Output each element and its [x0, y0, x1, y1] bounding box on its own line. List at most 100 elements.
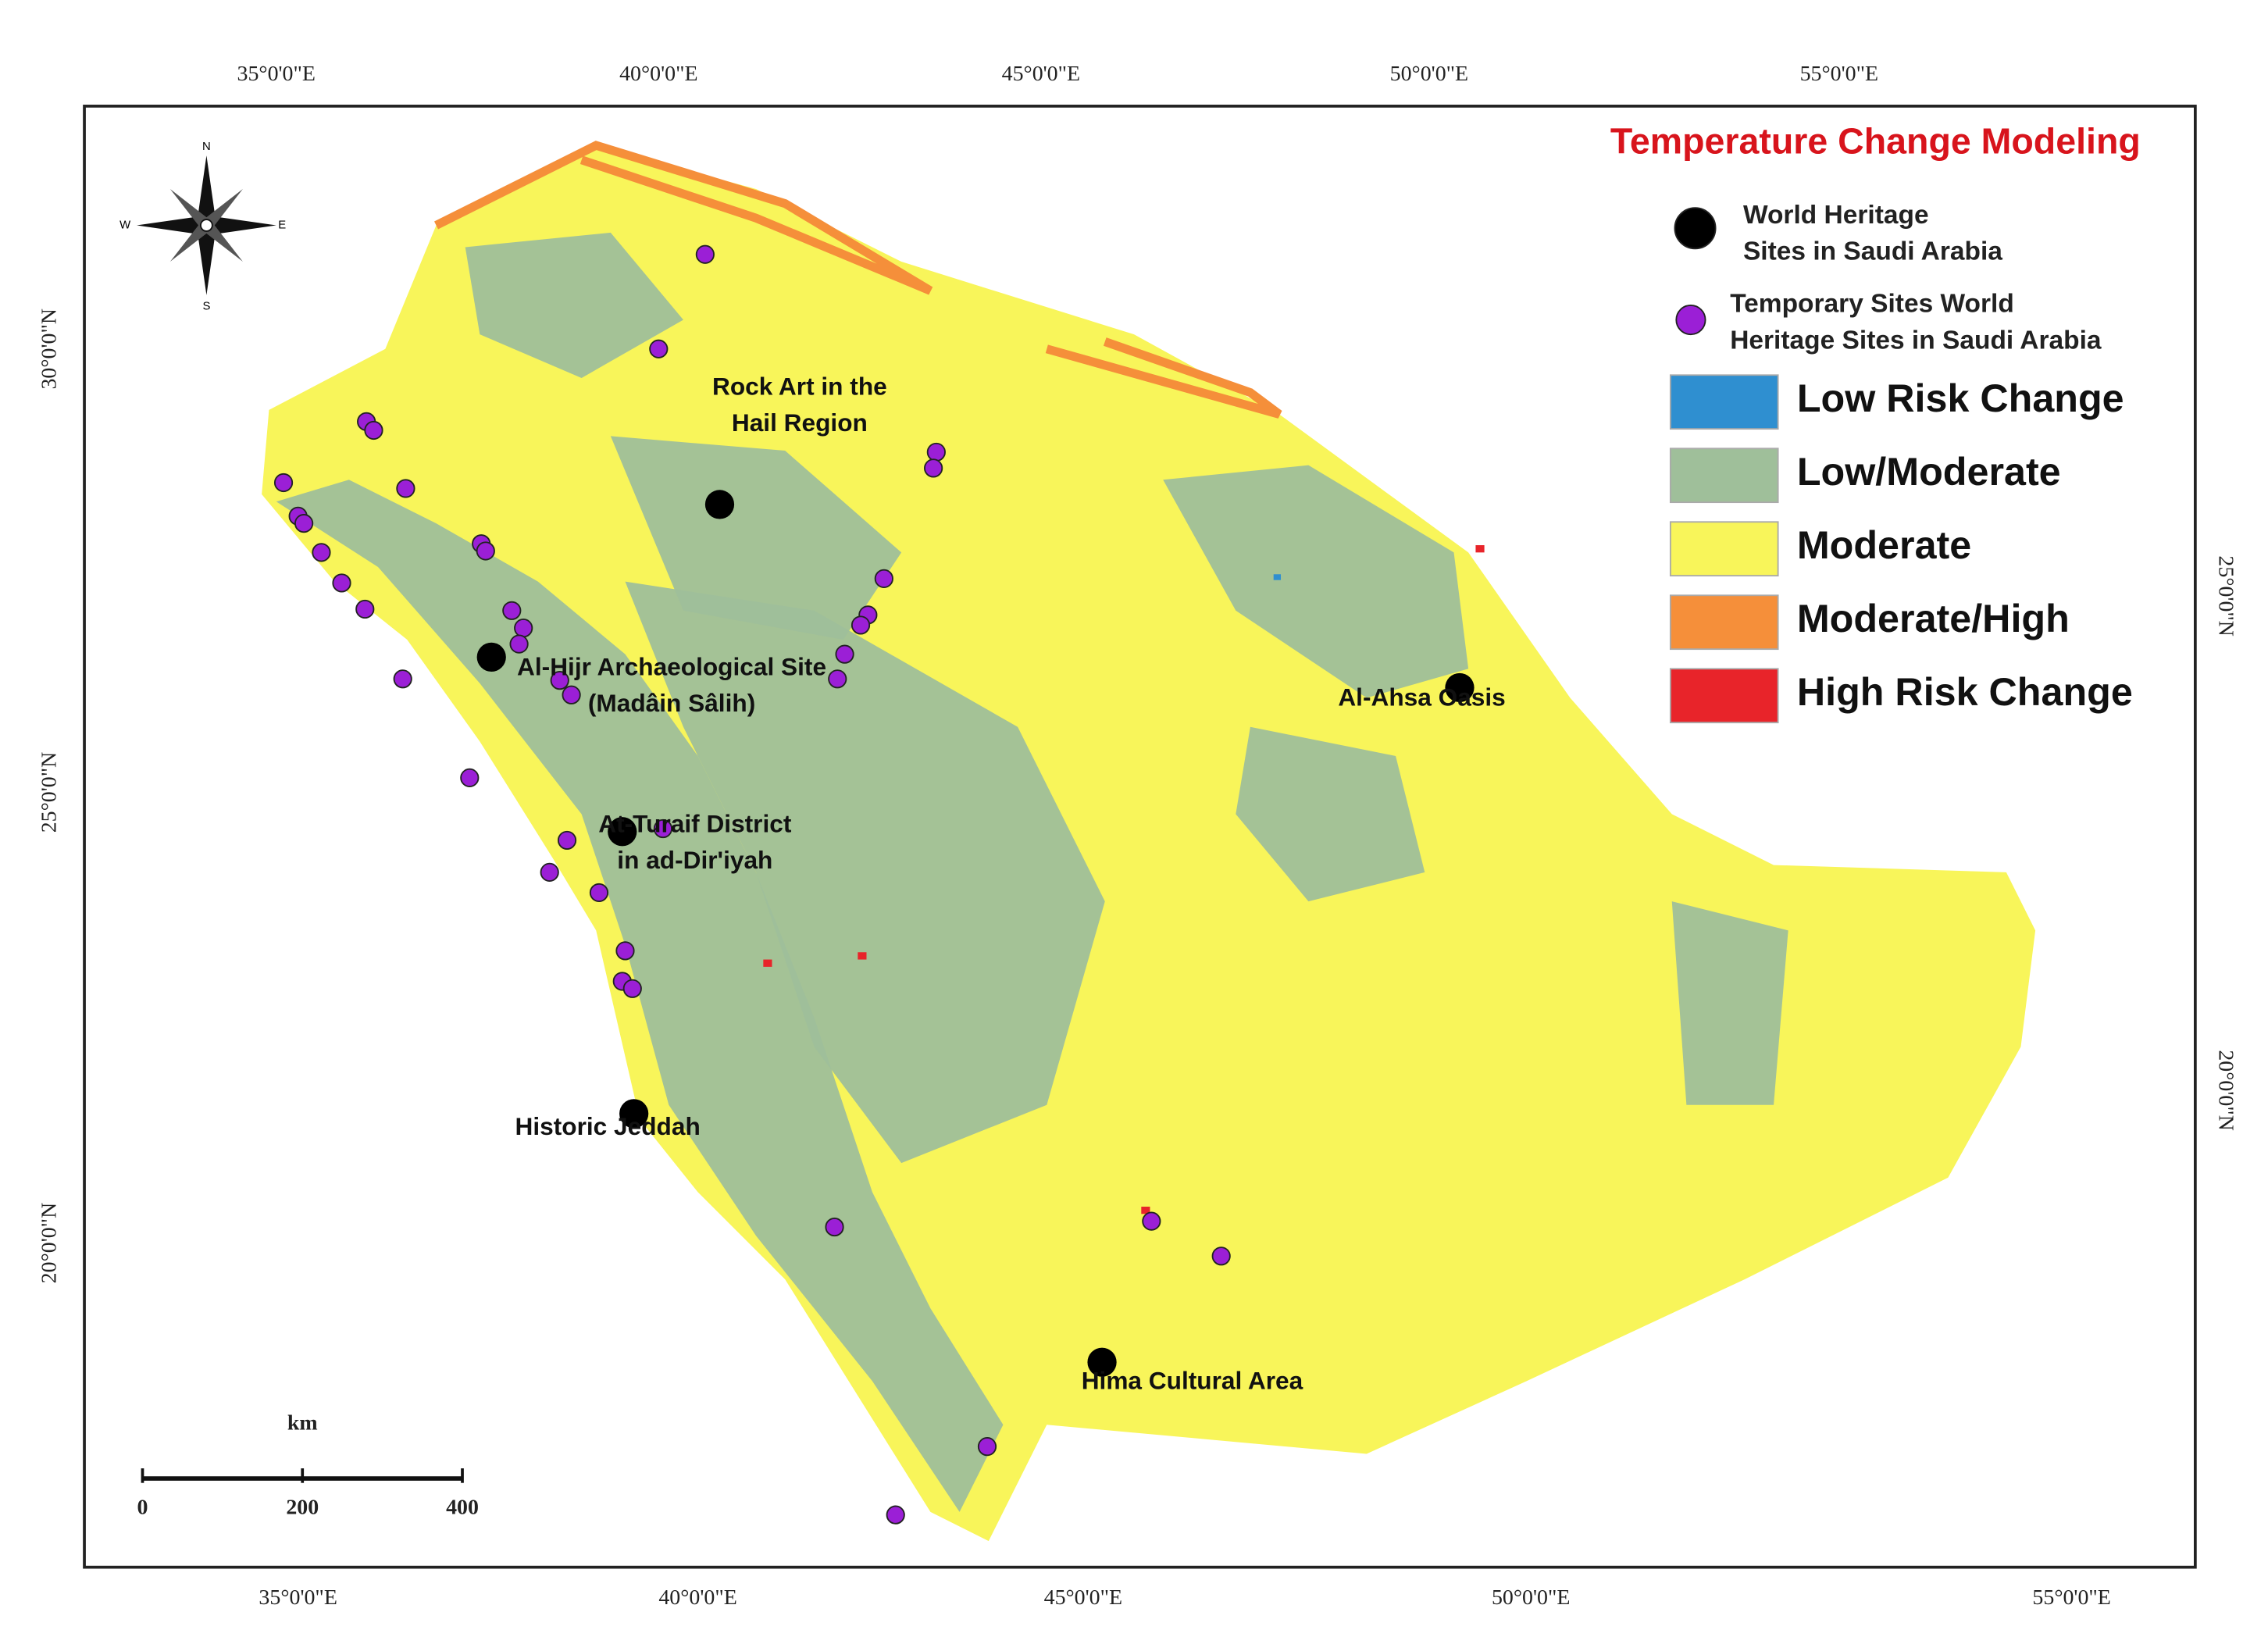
temporary-site: [514, 619, 533, 638]
land-moderate-high: [434, 141, 933, 295]
temporary-site: [550, 671, 569, 690]
world-heritage-site: [619, 1099, 649, 1129]
world-heritage-site: [704, 490, 735, 519]
temporary-site: [332, 573, 351, 593]
temporary-site: [977, 1437, 997, 1457]
legend-label: High Risk Change: [1797, 670, 2133, 714]
land-low-moderate: [465, 232, 683, 378]
svg-text:S: S: [202, 301, 210, 313]
world-heritage-site: [476, 642, 506, 672]
legend-symbol: [1675, 304, 1706, 336]
temporary-site: [589, 883, 609, 903]
temporary-site: [557, 830, 577, 851]
top-axis-label: 50°0'0"E: [1390, 62, 1468, 86]
temporary-site: [502, 601, 522, 620]
land-low-moderate: [276, 480, 1004, 1512]
site-label: in ad-Dir'iyah: [617, 846, 772, 874]
world-heritage-site: [1087, 1347, 1117, 1377]
top-axis-label: 35°0'0"E: [237, 62, 316, 86]
map-title: Temperature Change Modeling: [1610, 121, 2141, 162]
temporary-site: [828, 669, 847, 689]
site-label: Historic Jeddah: [515, 1112, 701, 1140]
scale-label: 200: [286, 1496, 319, 1520]
legend-label: World Heritage: [1743, 201, 1929, 230]
land: [262, 141, 2036, 1542]
land-low-moderate: [1236, 726, 1425, 902]
land-low-risk: [1273, 574, 1282, 580]
temporary-site: [294, 514, 314, 533]
temporary-site: [649, 339, 669, 358]
right-axis-label: 25°0'0"N: [2214, 555, 2238, 637]
legend-symbol: [1674, 207, 1717, 250]
temporary-site: [874, 569, 893, 588]
site-label: Al-Ahsa Oasis: [1338, 683, 1505, 712]
temporary-site: [1142, 1211, 1161, 1231]
temporary-site: [653, 818, 672, 839]
legend-swatch: [1669, 448, 1779, 504]
land-high-risk: [1475, 545, 1485, 553]
top-axis-label: 45°0'0"E: [1002, 62, 1080, 86]
legend-swatch: [1669, 374, 1779, 430]
land-high-risk: [1141, 1207, 1150, 1214]
svg-text:W: W: [119, 219, 130, 231]
legend-label: Temporary Sites World: [1730, 290, 2014, 319]
temporary-site: [622, 979, 642, 998]
land-low-moderate: [625, 581, 1105, 1164]
bottom-axis-label: 40°0'0"E: [658, 1585, 736, 1610]
site-label: Hima Cultural Area: [1082, 1367, 1303, 1395]
legend-label: Sites in Saudi Arabia: [1743, 237, 2002, 266]
temporary-site: [850, 615, 871, 635]
world-heritage-site: [1445, 672, 1475, 703]
temporary-site: [695, 244, 715, 264]
temporary-site: [364, 420, 383, 440]
legend-label: Low Risk Change: [1797, 376, 2124, 420]
site-label: (Madâin Sâlih): [588, 689, 755, 717]
land-low-moderate: [1671, 901, 1788, 1105]
right-axis-label: 20°0'0"N: [2214, 1050, 2238, 1131]
north-arrow: N S W E: [119, 141, 286, 313]
temporary-site: [476, 541, 495, 561]
temporary-site: [615, 941, 635, 961]
world-heritage-site: [608, 817, 637, 847]
legend-label: Moderate: [1797, 523, 1971, 567]
temporary-site: [312, 543, 331, 562]
site-label: Hail Region: [732, 408, 868, 437]
bottom-axis-label: 50°0'0"E: [1492, 1585, 1570, 1610]
temporary-site: [273, 473, 294, 493]
legend-swatch: [1669, 668, 1779, 724]
scale-unit: km: [287, 1411, 318, 1435]
land-low-moderate: [610, 436, 902, 640]
temporary-site: [886, 1505, 905, 1525]
scale-bar: [141, 1468, 464, 1483]
land-moderate-high: [1045, 337, 1282, 419]
temporary-site: [393, 669, 412, 689]
temporary-site: [825, 1217, 844, 1237]
temporary-site: [926, 442, 946, 462]
left-axis-label: 30°0'0"N: [37, 308, 62, 390]
legend-swatch: [1669, 521, 1779, 577]
bottom-axis-label: 55°0'0"E: [2032, 1585, 2110, 1610]
bottom-axis-label: 45°0'0"E: [1044, 1585, 1122, 1610]
site-label: Rock Art in the: [712, 372, 887, 400]
temporary-site: [509, 634, 529, 654]
legend-swatch: [1669, 594, 1779, 651]
land-high-risk: [763, 959, 772, 967]
land-high-risk: [858, 952, 867, 960]
left-axis-label: 20°0'0"N: [37, 1203, 62, 1284]
temporary-site: [396, 479, 415, 498]
top-axis-label: 55°0'0"E: [1800, 62, 1878, 86]
site-label: At-Turaif District: [598, 810, 792, 838]
land-low-moderate: [1163, 465, 1469, 698]
legend-label: Moderate/High: [1797, 597, 2070, 640]
legend-label: Low/Moderate: [1797, 450, 2061, 494]
temporary-site: [460, 768, 480, 787]
svg-text:N: N: [202, 141, 211, 153]
temporary-site: [540, 862, 559, 882]
temporary-site: [924, 458, 943, 478]
scale-label: 0: [137, 1496, 148, 1520]
bottom-axis-label: 35°0'0"E: [259, 1585, 337, 1610]
temporary-site: [1211, 1246, 1231, 1266]
svg-text:E: E: [278, 219, 286, 231]
